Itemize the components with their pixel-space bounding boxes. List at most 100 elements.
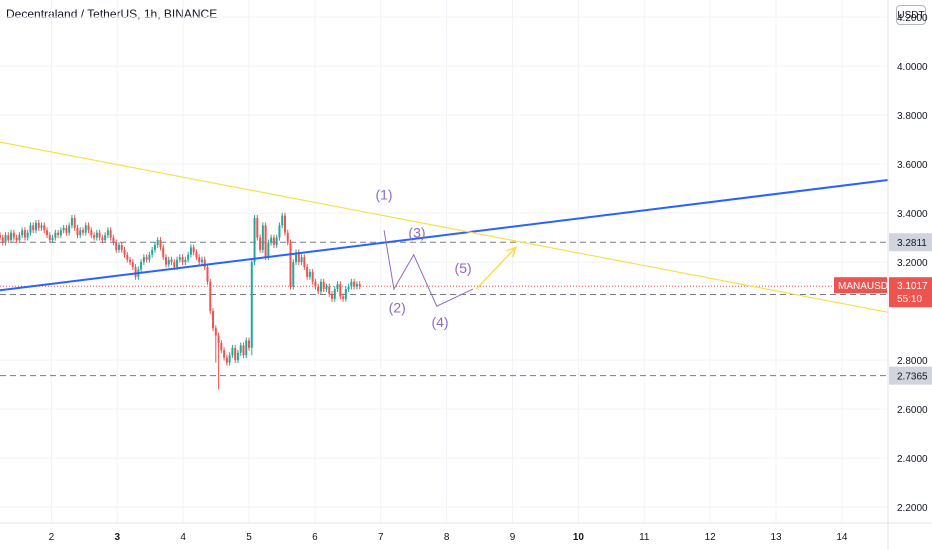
candle-body bbox=[10, 232, 13, 241]
candle-body bbox=[21, 230, 24, 236]
candle-body bbox=[115, 242, 118, 250]
candle-body bbox=[245, 340, 248, 356]
candle-body bbox=[331, 293, 334, 299]
candle-body bbox=[156, 240, 159, 245]
candle-body bbox=[106, 230, 109, 236]
candle-body bbox=[109, 230, 112, 238]
candle-body bbox=[23, 230, 26, 238]
symbol-tag-label: MANAUSDT bbox=[838, 281, 894, 292]
candle-body bbox=[353, 281, 356, 287]
candle-body bbox=[68, 225, 71, 233]
candle-body bbox=[203, 259, 206, 268]
candle-body bbox=[283, 215, 286, 233]
candle-body bbox=[325, 286, 328, 290]
candle-body bbox=[328, 286, 331, 294]
candle-body bbox=[223, 350, 226, 358]
x-tick-label: 9 bbox=[510, 532, 516, 543]
price-level-tag-label: 3.2811 bbox=[897, 238, 927, 249]
candle-body bbox=[112, 237, 115, 243]
candle-body bbox=[165, 257, 168, 265]
candle-body bbox=[162, 247, 165, 258]
candle-body bbox=[40, 225, 43, 228]
candle-body bbox=[134, 267, 137, 277]
candle-body bbox=[319, 281, 322, 292]
candle-body bbox=[322, 281, 325, 290]
candle-body bbox=[192, 247, 195, 253]
candle-body bbox=[145, 257, 148, 260]
candle-body bbox=[29, 225, 32, 233]
y-tick-label: 4.2000 bbox=[897, 13, 928, 24]
x-tick-label: 7 bbox=[378, 532, 384, 543]
candle-body bbox=[292, 262, 295, 287]
candle-body bbox=[212, 311, 215, 329]
candle-body bbox=[46, 230, 49, 236]
elliott-wave-path bbox=[383, 230, 474, 307]
candle-body bbox=[308, 271, 311, 277]
candle-body bbox=[231, 347, 234, 356]
y-tick-label: 3.2000 bbox=[897, 258, 928, 269]
candle-body bbox=[311, 271, 314, 282]
candle-body bbox=[317, 286, 320, 292]
candle-body bbox=[57, 232, 60, 236]
candle-body bbox=[248, 340, 251, 348]
y-tick-label: 4.0000 bbox=[897, 62, 928, 73]
candle-body bbox=[358, 284, 361, 287]
y-tick-label: 2.6000 bbox=[897, 405, 928, 416]
currency-unit-button[interactable]: USDT bbox=[896, 5, 926, 25]
y-tick-label: 3.4000 bbox=[897, 209, 928, 220]
candle-body bbox=[117, 244, 120, 250]
candle-body bbox=[159, 240, 162, 248]
candle-body bbox=[214, 328, 217, 336]
candle-body bbox=[37, 222, 40, 228]
candle-body bbox=[209, 281, 212, 312]
candle-body bbox=[51, 237, 54, 241]
candle-body bbox=[264, 225, 267, 258]
candle-body bbox=[300, 257, 303, 263]
candle-body bbox=[170, 259, 173, 263]
x-tick-label: 6 bbox=[312, 532, 318, 543]
last-price-value: 3.1017 bbox=[897, 281, 928, 292]
x-tick-label: 13 bbox=[770, 532, 782, 543]
candle-body bbox=[153, 244, 156, 250]
candle-body bbox=[278, 225, 281, 238]
candle-body bbox=[267, 242, 270, 258]
candle-body bbox=[1, 237, 4, 243]
candle-body bbox=[176, 259, 179, 268]
candle-body bbox=[256, 218, 259, 238]
candle-body bbox=[101, 237, 104, 241]
candle-body bbox=[4, 235, 7, 243]
y-tick-label: 2.2000 bbox=[897, 503, 928, 514]
candle-body bbox=[339, 284, 342, 297]
candle-body bbox=[259, 237, 262, 250]
candle-body bbox=[0, 235, 1, 238]
candle-body bbox=[148, 254, 151, 260]
candle-body bbox=[142, 257, 145, 263]
x-tick-label: 14 bbox=[836, 532, 848, 543]
wave-annotations: (1) (2) (3) (4) (5) bbox=[375, 187, 517, 330]
candle-body bbox=[195, 252, 198, 258]
candle-body bbox=[206, 267, 209, 282]
candle-body bbox=[239, 345, 242, 353]
candle-body bbox=[342, 296, 345, 299]
candle-body bbox=[184, 259, 187, 263]
x-tick-label: 5 bbox=[246, 532, 252, 543]
candle-body bbox=[333, 289, 336, 299]
candle-body bbox=[234, 347, 237, 361]
x-tick-label: 12 bbox=[705, 532, 717, 543]
y-tick-label: 3.6000 bbox=[897, 160, 928, 171]
candle-body bbox=[34, 222, 37, 231]
candle-body bbox=[297, 252, 300, 263]
candle-body bbox=[272, 237, 275, 245]
candle-body bbox=[140, 262, 143, 270]
wave-label: (5) bbox=[455, 260, 472, 276]
wave-label: (3) bbox=[408, 225, 425, 241]
candle-body bbox=[178, 257, 181, 260]
candle-body bbox=[43, 225, 46, 231]
candle-body bbox=[70, 218, 73, 226]
candle-body bbox=[90, 230, 93, 236]
candle-body bbox=[189, 247, 192, 255]
blue-trendline bbox=[0, 179, 889, 292]
candle-body bbox=[79, 230, 82, 236]
candle-body bbox=[275, 237, 278, 245]
